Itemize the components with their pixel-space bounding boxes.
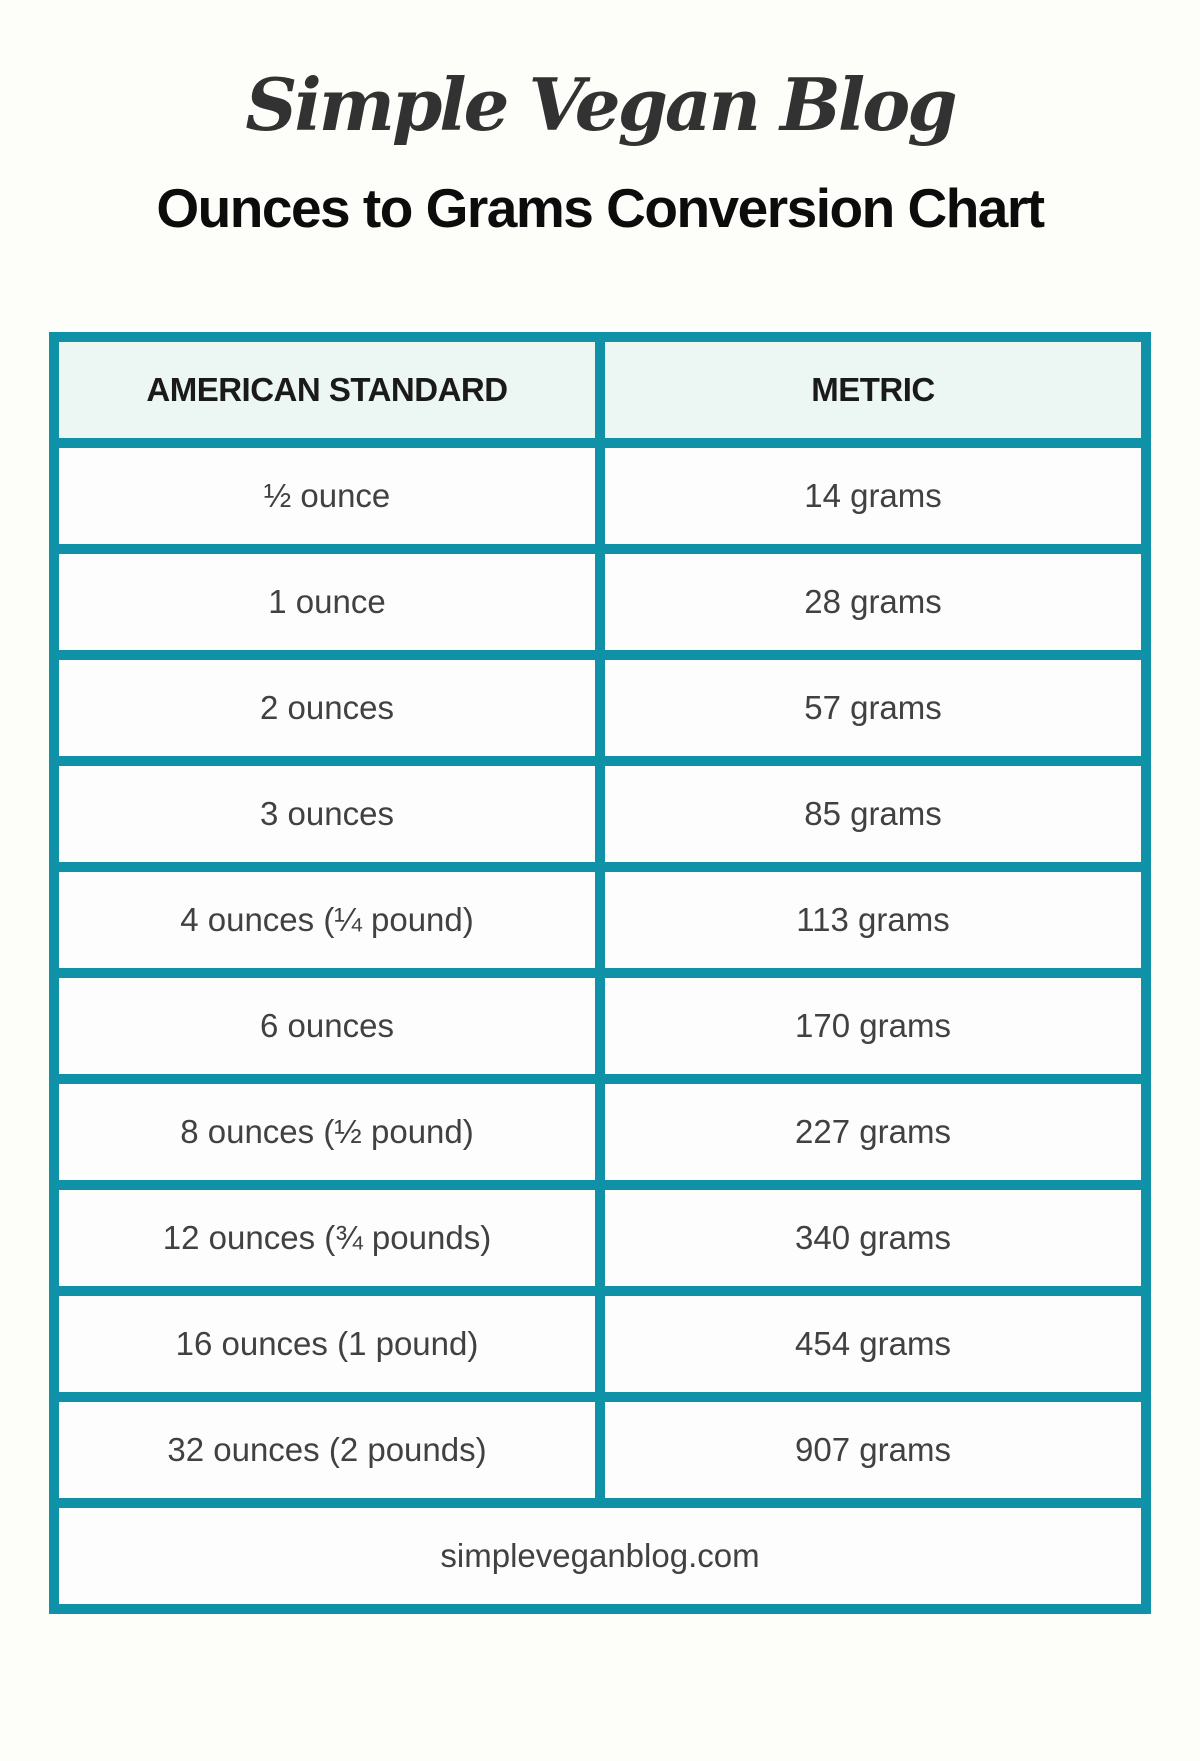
grams-cell: 113 grams [605, 871, 1141, 968]
ounces-cell: 8 ounces (½ pound) [59, 1083, 595, 1180]
ounces-cell: 1 ounce [59, 553, 595, 650]
grams-cell: 14 grams [605, 447, 1141, 544]
grams-cell: 454 grams [605, 1295, 1141, 1392]
grams-cell: 907 grams [605, 1401, 1141, 1498]
grams-cell: 170 grams [605, 977, 1141, 1074]
grams-cell: 85 grams [605, 765, 1141, 862]
grams-cell: 227 grams [605, 1083, 1141, 1180]
table-footer-site-url: simpleveganblog.com [59, 1507, 1141, 1604]
ounces-cell: 6 ounces [59, 977, 595, 1074]
grams-cell: 340 grams [605, 1189, 1141, 1286]
ounces-cell: ½ ounce [59, 447, 595, 544]
page-title: Ounces to Grams Conversion Chart [156, 176, 1045, 239]
logo: Simple Vegan Blog [0, 62, 1200, 147]
grams-cell: 28 grams [605, 553, 1141, 650]
column-header-american-standard: AMERICAN STANDARD [59, 341, 595, 438]
ounces-cell: 16 ounces (1 pound) [59, 1295, 595, 1392]
ounces-cell: 2 ounces [59, 659, 595, 756]
column-header-metric: METRIC [605, 341, 1141, 438]
conversion-table: AMERICAN STANDARD METRIC ½ ounce 14 gram… [49, 331, 1151, 1614]
grams-cell: 57 grams [605, 659, 1141, 756]
ounces-cell: 3 ounces [59, 765, 595, 862]
ounces-cell: 4 ounces (¼ pound) [59, 871, 595, 968]
logo-text: Simple Vegan Blog [245, 62, 957, 147]
ounces-cell: 32 ounces (2 pounds) [59, 1401, 595, 1498]
ounces-cell: 12 ounces (¾ pounds) [59, 1189, 595, 1286]
